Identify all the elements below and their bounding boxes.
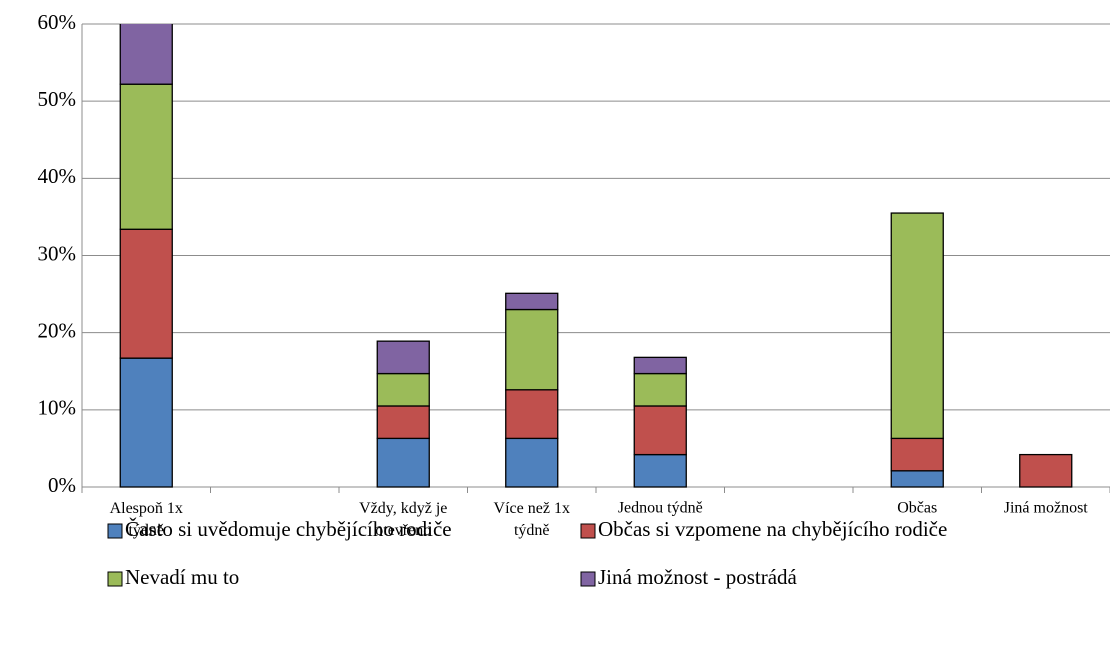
legend-swatch [107,523,123,539]
bar-segment [505,389,559,440]
bar-segment [633,453,687,488]
bar-segment [376,340,430,375]
legend-label: Nevadí mu to [125,565,239,589]
legend-swatch [580,571,596,587]
legend-label: Často si uvědomuje chybějícího rodiče [125,517,452,541]
bar-segment [119,83,173,230]
bar-segment [633,405,687,456]
x-tick-label: Více než 1x týdně [494,500,570,539]
x-tick-label: Jednou týdně [618,500,703,517]
x-tick-label: Občas [897,500,937,517]
bar-segment [890,212,944,440]
bar-segment [119,228,173,359]
legend-swatch [580,523,596,539]
bar-segment [376,405,430,440]
y-tick-label: 10% [38,396,77,420]
x-tick-label: Vždy, když je otevřeno [359,500,447,539]
bar-segment [505,308,559,391]
y-tick-label: 40% [38,164,77,188]
bar-segment [1019,453,1073,488]
bar-segment [119,24,173,85]
bar-segment [505,292,559,311]
bar-segment [119,357,173,488]
bar-segment [376,372,430,407]
bar-segment [890,470,944,488]
bar-segment [890,437,944,472]
bars [119,24,1073,488]
legend-swatch [107,571,123,587]
y-tick-label: 20% [38,318,77,342]
x-tick-label: Alespoň 1x týdně [110,500,183,539]
y-tick-label: 30% [38,241,77,265]
x-tick-label: Jiná možnost [1004,500,1089,517]
y-tick-label: 50% [38,87,77,111]
bar-segment [505,437,559,488]
y-tick-label: 60% [38,10,77,34]
y-tick-label: 0% [48,473,76,497]
bar-segment [376,437,430,488]
bar-segment [633,356,687,375]
legend-label: Jiná možnost - postrádá [598,565,798,589]
legend-label: Občas si vzpomene na chybějícího rodiče [598,517,947,541]
bar-segment [633,372,687,407]
